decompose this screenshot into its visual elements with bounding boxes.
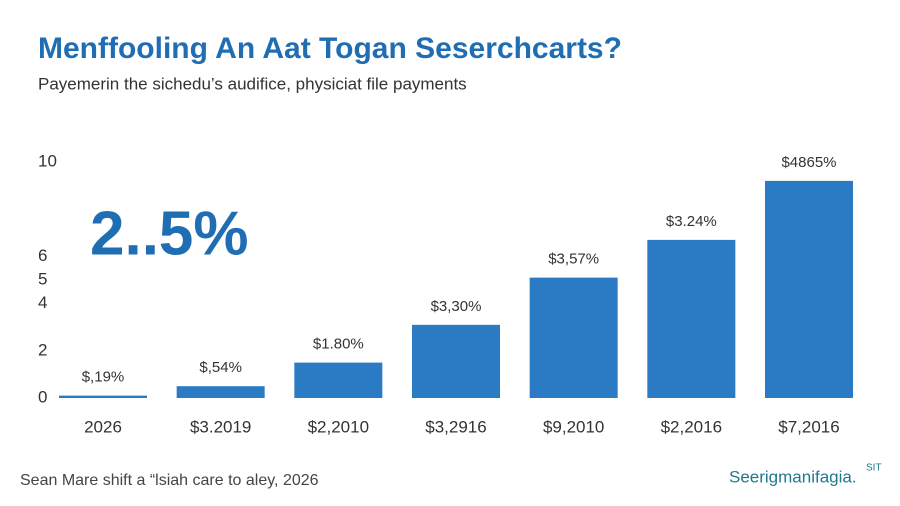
- y-tick-label: 6: [38, 246, 47, 265]
- y-tick-label: 5: [38, 269, 47, 288]
- bar-label: $,54%: [199, 359, 242, 376]
- bar: [412, 324, 500, 398]
- bar-label: $3.24%: [666, 213, 717, 230]
- bar: [765, 180, 853, 398]
- bar-label: $3,30%: [431, 298, 482, 315]
- x-tick-label: $2,2016: [661, 417, 722, 436]
- chart-title: Menffooling An Aat Togan Seserchcarts?: [38, 32, 622, 65]
- bar: [59, 395, 147, 398]
- y-tick-label: 4: [38, 293, 47, 312]
- x-tick-label: $7,2016: [778, 417, 839, 436]
- bar: [529, 277, 618, 398]
- bar: [647, 239, 736, 398]
- y-tick-label: 2: [38, 340, 47, 359]
- x-tick-label: $3.2019: [190, 417, 251, 436]
- x-tick-label: $2,2010: [308, 417, 369, 436]
- bar: [294, 362, 383, 398]
- y-tick-label: 10: [38, 151, 57, 170]
- chart-subtitle: Payemerin the sichedu’s audifice, physic…: [38, 74, 467, 93]
- x-tick-label: $9,2010: [543, 417, 604, 436]
- source-note: Sean Mare shift a “lsiah care to aley, 2…: [20, 472, 319, 489]
- bar-label: $3,57%: [548, 251, 599, 268]
- x-tick-label: 2026: [84, 417, 122, 436]
- bar: [176, 386, 265, 398]
- highlight-annotation: 2..5%: [90, 199, 249, 268]
- bar-label: $1.80%: [313, 336, 364, 353]
- bar-label: $,19%: [82, 369, 125, 386]
- bar-label: $4865%: [781, 154, 836, 171]
- y-tick-label: 0: [38, 387, 47, 406]
- x-tick-label: $3,2916: [425, 417, 486, 436]
- brand: Seerigmanifagia.: [729, 467, 857, 486]
- brand-mark: SIT: [866, 463, 882, 474]
